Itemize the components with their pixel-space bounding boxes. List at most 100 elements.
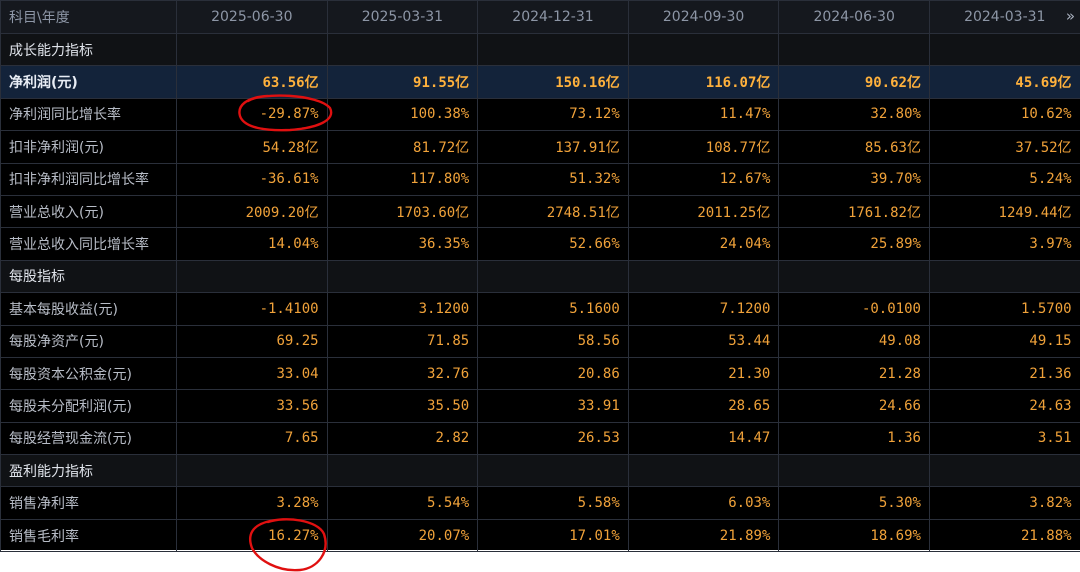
row-label: 每股资本公积金(元) xyxy=(0,356,177,391)
value-cell xyxy=(928,259,1080,294)
value-cell: 12.67% xyxy=(627,162,780,196)
value-cell xyxy=(326,454,479,488)
table-row: 每股净资产(元) 69.25 71.85 58.56 53.44 49.08 49.15 xyxy=(0,324,1080,358)
value-cell: 5.30% xyxy=(778,486,930,520)
column-header-date[interactable]: 2024-09-30 xyxy=(627,0,780,34)
value-cell: 137.91亿 xyxy=(477,130,629,164)
value-cell: 25.89% xyxy=(778,227,930,261)
column-header-date[interactable]: 2024-06-30 xyxy=(778,0,930,34)
value-cell: 33.56 xyxy=(176,389,328,423)
value-cell: 26.53 xyxy=(477,421,629,456)
row-label: 净利润同比增长率 xyxy=(0,97,177,132)
value-cell: -0.0100 xyxy=(778,292,930,326)
value-cell: 116.07亿 xyxy=(627,65,780,99)
value-cell: 6.03% xyxy=(627,486,780,520)
value-cell xyxy=(778,32,930,67)
section-row: 盈利能力指标 xyxy=(0,454,1080,488)
table-row: 每股资本公积金(元) 33.04 32.76 20.86 21.30 21.28 21.36 xyxy=(0,356,1080,391)
value-cell: 53.44 xyxy=(627,324,780,358)
value-cell: 58.56 xyxy=(477,324,629,358)
table-row: 基本每股收益(元) -1.4100 3.1200 5.1600 7.1200 -0.010… xyxy=(0,292,1080,326)
value-cell: 21.30 xyxy=(627,356,780,391)
row-label: 净利润(元) xyxy=(0,65,177,99)
table-row: 每股经营现金流(元) 7.65 2.82 26.53 14.47 1.36 3.51 xyxy=(0,421,1080,456)
value-cell xyxy=(627,259,780,294)
table-row: 扣非净利润(元) 54.28亿 81.72亿 137.91亿 108.77亿 85.63亿… xyxy=(0,130,1080,164)
value-cell: 21.89% xyxy=(627,518,780,553)
value-cell: 2009.20亿 xyxy=(176,194,328,229)
double-chevron-right-icon[interactable]: » xyxy=(1065,7,1075,25)
value-cell: 1.36 xyxy=(778,421,930,456)
value-cell: 3.82% xyxy=(928,486,1080,520)
value-cell: 81.72亿 xyxy=(326,130,479,164)
row-label: 营业总收入同比增长率 xyxy=(0,227,177,261)
value-cell: 100.38% xyxy=(326,97,479,132)
column-header-date[interactable]: 2024-12-31 xyxy=(477,0,629,34)
value-cell: 36.35% xyxy=(326,227,479,261)
financial-indicators-panel: 科目\年度 2025-06-30 2025-03-31 2024-12-31 2… xyxy=(0,0,1080,553)
row-label: 每股经营现金流(元) xyxy=(0,421,177,456)
value-cell: 33.91 xyxy=(477,389,629,423)
value-cell: 90.62亿 xyxy=(778,65,930,99)
value-cell: 52.66% xyxy=(477,227,629,261)
table-row: 销售净利率 3.28% 5.54% 5.58% 6.03% 5.30% 3.82% xyxy=(0,486,1080,520)
value-cell: 150.16亿 xyxy=(477,65,629,99)
value-cell: 2.82 xyxy=(326,421,479,456)
value-cell: 3.28% xyxy=(176,486,328,520)
value-cell: 28.65 xyxy=(627,389,780,423)
value-cell: 117.80% xyxy=(326,162,479,196)
value-cell: 85.63亿 xyxy=(778,130,930,164)
table-row: 营业总收入同比增长率 14.04% 36.35% 52.66% 24.04% 25.89%… xyxy=(0,227,1080,261)
value-cell: 1249.44亿 xyxy=(928,194,1080,229)
value-cell: 14.47 xyxy=(627,421,780,456)
value-cell: 11.47% xyxy=(627,97,780,132)
value-cell: 1.5700 xyxy=(928,292,1080,326)
section-row: 成长能力指标 xyxy=(0,32,1080,67)
row-label: 每股净资产(元) xyxy=(0,324,177,358)
value-cell xyxy=(176,259,328,294)
header-row: 科目\年度 2025-06-30 2025-03-31 2024-12-31 2… xyxy=(0,0,1080,34)
value-cell: -29.87% xyxy=(176,97,328,132)
value-cell: 73.12% xyxy=(477,97,629,132)
row-label: 扣非净利润(元) xyxy=(0,130,177,164)
value-cell: 7.65 xyxy=(176,421,328,456)
value-cell xyxy=(176,454,328,488)
value-cell: 16.27% xyxy=(176,518,328,553)
value-cell: 20.07% xyxy=(326,518,479,553)
value-cell: 17.01% xyxy=(477,518,629,553)
value-cell xyxy=(477,259,629,294)
value-cell xyxy=(176,32,328,67)
value-cell: 1761.82亿 xyxy=(778,194,930,229)
value-cell: 5.24% xyxy=(928,162,1080,196)
value-cell: 71.85 xyxy=(326,324,479,358)
value-cell: -1.4100 xyxy=(176,292,328,326)
value-cell: 5.54% xyxy=(326,486,479,520)
value-cell: 37.52亿 xyxy=(928,130,1080,164)
table-row: 净利润(元) 63.56亿 91.55亿 150.16亿 116.07亿 90.62亿 45… xyxy=(0,65,1080,99)
column-header-date[interactable]: 2025-06-30 xyxy=(176,0,328,34)
row-label: 扣非净利润同比增长率 xyxy=(0,162,177,196)
value-cell: 3.51 xyxy=(928,421,1080,456)
value-cell: 10.62% xyxy=(928,97,1080,132)
value-cell: 32.76 xyxy=(326,356,479,391)
value-cell: 1703.60亿 xyxy=(326,194,479,229)
value-cell: 2011.25亿 xyxy=(627,194,780,229)
section-row: 每股指标 xyxy=(0,259,1080,294)
column-header-date[interactable]: 2024-03-31 xyxy=(928,0,1080,34)
value-cell xyxy=(326,32,479,67)
value-cell: 35.50 xyxy=(326,389,479,423)
row-label: 每股未分配利润(元) xyxy=(0,389,177,423)
value-cell: 54.28亿 xyxy=(176,130,328,164)
value-cell: 49.08 xyxy=(778,324,930,358)
column-header-date[interactable]: 2025-03-31 xyxy=(326,0,479,34)
corner-header: 科目\年度 xyxy=(0,0,177,34)
table-row: 扣非净利润同比增长率 -36.61% 117.80% 51.32% 12.67% 39.7… xyxy=(0,162,1080,196)
value-cell: 21.88% xyxy=(928,518,1080,553)
value-cell xyxy=(928,32,1080,67)
value-cell: 69.25 xyxy=(176,324,328,358)
row-label: 销售毛利率 xyxy=(0,518,177,553)
value-cell: 5.1600 xyxy=(477,292,629,326)
value-cell: 33.04 xyxy=(176,356,328,391)
row-label: 营业总收入(元) xyxy=(0,194,177,229)
value-cell: 21.36 xyxy=(928,356,1080,391)
